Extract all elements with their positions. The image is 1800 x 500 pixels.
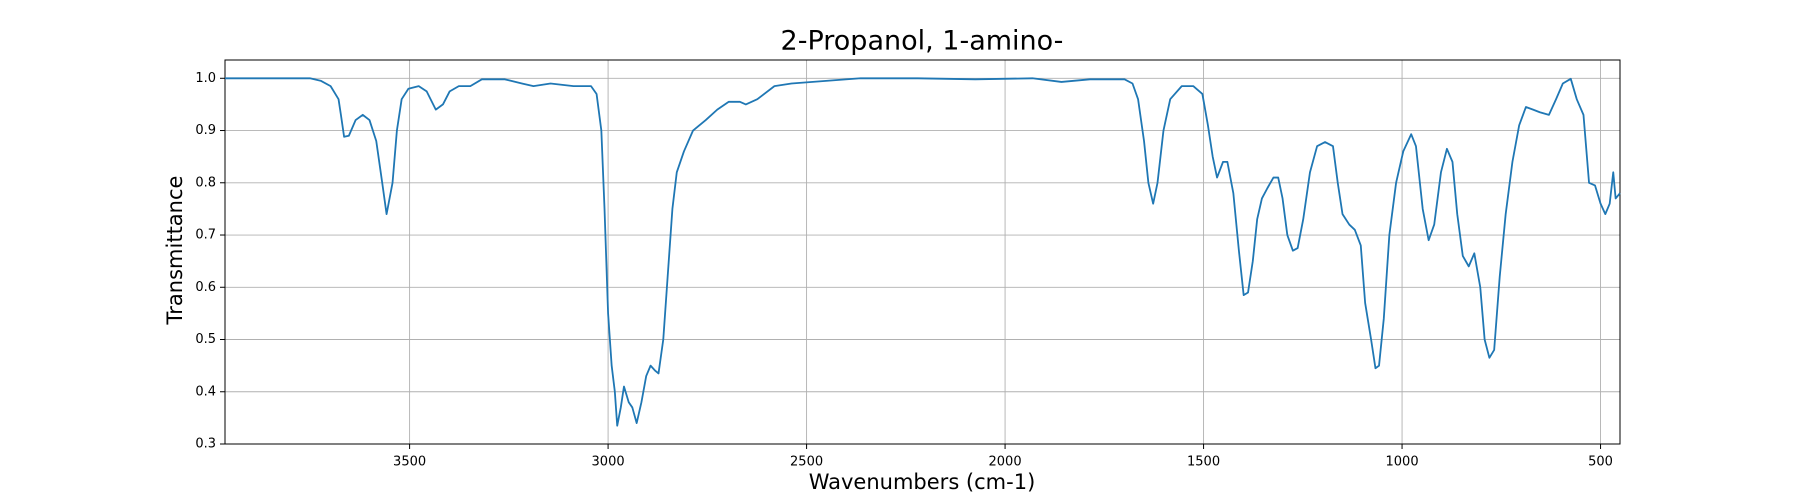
y-tick-label: 0.9 bbox=[195, 123, 216, 138]
y-tick-label: 0.7 bbox=[195, 228, 216, 243]
x-tick-label: 3500 bbox=[393, 455, 426, 470]
x-tick-label: 1500 bbox=[1187, 455, 1220, 470]
y-tick-label: 0.4 bbox=[195, 384, 216, 399]
x-tick-label: 1000 bbox=[1386, 455, 1419, 470]
plot-frame bbox=[224, 59, 1621, 445]
y-tick-label: 0.8 bbox=[195, 175, 216, 190]
x-tick-label: 2000 bbox=[989, 455, 1022, 470]
chart-title: 2-Propanol, 1-amino- bbox=[781, 26, 1064, 57]
x-axis-label: Wavenumbers (cm-1) bbox=[809, 470, 1036, 494]
y-tick-label: 0.3 bbox=[195, 437, 216, 452]
y-axis-label: Transmittance bbox=[163, 176, 187, 326]
x-tick-label: 500 bbox=[1588, 455, 1613, 470]
y-tick-label: 1.0 bbox=[195, 71, 216, 86]
x-tick-label: 2500 bbox=[790, 455, 823, 470]
spectrum-line bbox=[225, 77, 1621, 427]
y-tick-label: 0.5 bbox=[195, 332, 216, 347]
x-tick-label: 3000 bbox=[592, 455, 625, 470]
y-tick-label: 0.6 bbox=[195, 280, 216, 295]
